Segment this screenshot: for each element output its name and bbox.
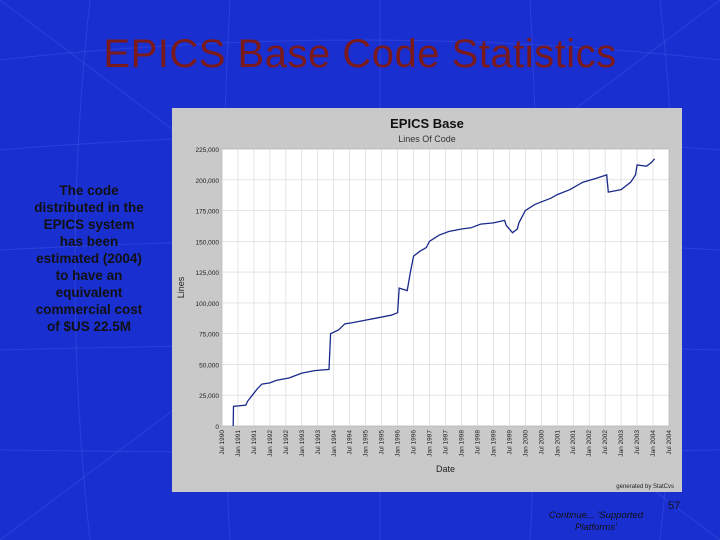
side-text-line: equivalent [55, 285, 123, 300]
x-tick-label: Jan 1997 [427, 430, 434, 457]
y-tick-label: 150,000 [196, 239, 220, 246]
side-text-line: to have an [55, 268, 123, 283]
side-text-line: has been [59, 234, 119, 249]
y-tick-label: 125,000 [196, 270, 220, 277]
x-tick-label: Jul 2003 [634, 430, 641, 455]
slide-title: EPICS Base Code Statistics [103, 32, 617, 76]
footer-note: Continue... 'Supported Platforms' [536, 510, 656, 534]
x-tick-label: Jan 1994 [331, 430, 338, 457]
x-tick-label: Jan 2004 [650, 430, 657, 457]
x-tick-label: Jul 1998 [474, 430, 481, 455]
x-tick-label: Jan 2001 [554, 430, 561, 457]
side-text-line: The code [59, 183, 119, 198]
x-tick-label: Jan 1992 [267, 430, 274, 457]
y-tick-label: 200,000 [196, 178, 220, 185]
series-line [232, 158, 656, 427]
line-chart: EPICS Base Lines Of Code 0 25,000 50,000 75,0… [176, 116, 674, 490]
y-tick-label: 50,000 [199, 362, 219, 369]
x-tick-label: Jul 1995 [379, 430, 386, 455]
x-tick-label: Jul 2002 [602, 430, 609, 455]
footer-note-line: Continue... 'Supported [548, 510, 644, 521]
y-tick-label: 25,000 [199, 393, 219, 400]
footer-note-line: Platforms' [575, 522, 617, 533]
background-line [74, 0, 91, 540]
x-tick-label: Jan 2003 [618, 430, 625, 457]
x-tick-label: Jan 1999 [490, 430, 497, 457]
x-tick-label: Jul 1999 [506, 430, 513, 455]
y-tick-label: 225,000 [196, 147, 220, 154]
y-tick-label: 175,000 [196, 209, 220, 216]
side-text-line: commercial cost [35, 302, 143, 317]
x-tick-label: Jul 1992 [283, 430, 290, 455]
y-tick-label: 75,000 [199, 332, 219, 339]
x-axis-label: Date [436, 464, 455, 474]
side-text-line: estimated (2004) [36, 251, 142, 266]
x-tick-label: Jan 2000 [522, 430, 529, 457]
x-tick-label: Jul 1990 [219, 430, 226, 455]
chart-credit: generated by StatCvs [616, 484, 674, 490]
x-tick-label: Jan 1996 [395, 430, 402, 457]
x-tick-label: Jul 1993 [315, 430, 322, 455]
chart-subtitle: Lines Of Code [398, 134, 456, 144]
side-text-line: EPICS system [43, 217, 135, 232]
x-tick-label: Jul 1996 [411, 430, 418, 455]
x-tick-label: Jul 1997 [443, 430, 450, 455]
x-tick-label: Jan 1998 [458, 430, 465, 457]
y-tick-label: 0 [215, 424, 219, 431]
side-text: The code distributed in the EPICS system ha… [14, 182, 164, 335]
x-tick-label: Jan 2002 [586, 430, 593, 457]
y-tick-label: 100,000 [196, 301, 220, 308]
background-line [0, 39, 720, 61]
x-tick-label: Jul 2001 [570, 430, 577, 455]
x-tick-label: Jul 1994 [347, 430, 354, 455]
x-tick-label: Jan 1993 [299, 430, 306, 457]
page-number: 57 [668, 500, 681, 512]
side-text-line: distributed in the [34, 200, 144, 215]
x-tick-label: Jul 2004 [666, 430, 673, 455]
x-tick-label: Jul 1991 [251, 430, 258, 455]
x-tick-label: Jan 1991 [235, 430, 242, 457]
x-tick-label: Jan 1995 [363, 430, 370, 457]
chart-title: EPICS Base [390, 116, 464, 131]
y-axis-label: Lines [176, 276, 186, 298]
side-text-line: of $US 22.5M [46, 319, 132, 334]
chart-panel: EPICS Base Lines Of Code 0 25,000 50,000 75,0… [172, 108, 682, 492]
x-tick-label: Jul 2000 [538, 430, 545, 455]
